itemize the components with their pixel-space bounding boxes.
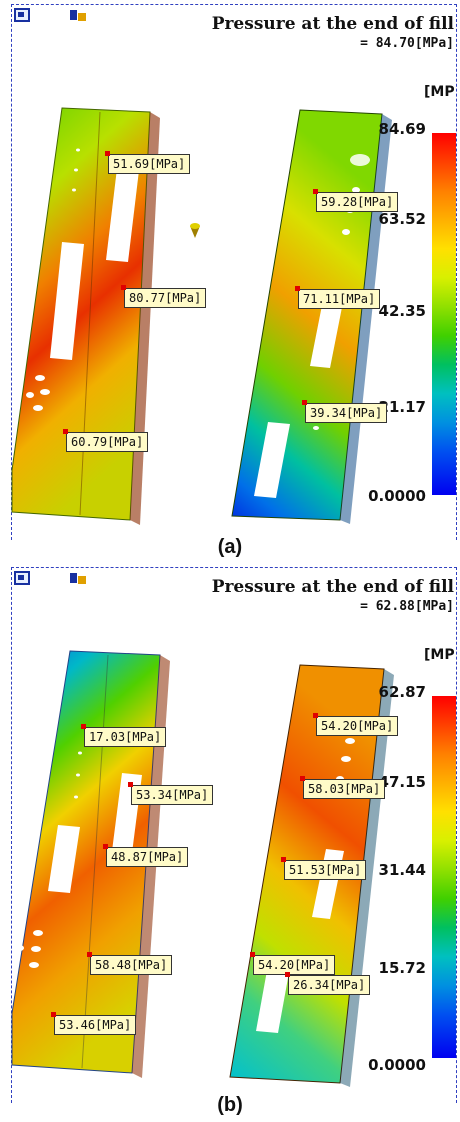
- pressure-probe-label: 80.77[MPa]: [120, 285, 207, 308]
- panel-b: Pressure at the end of fill = 62.88[MPa]…: [0, 563, 460, 1103]
- pressure-probe-label: 58.48[MPa]: [86, 952, 173, 975]
- viewport-frame: [11, 4, 457, 540]
- figure-caption-b: (b): [217, 1094, 243, 1116]
- lock-icon[interactable]: [70, 10, 86, 22]
- result-title: Pressure at the end of fill: [211, 577, 454, 597]
- pressure-probe-label: 54.20[MPa]: [249, 952, 336, 975]
- max-pressure-value: = 62.88[MPa]: [360, 599, 454, 614]
- pressure-probe-label: 26.34[MPa]: [284, 972, 371, 995]
- result-title: Pressure at the end of fill: [211, 14, 454, 34]
- pressure-probe-label: 58.03[MPa]: [299, 776, 386, 799]
- scale-unit: [MP: [424, 647, 455, 663]
- pressure-probe-label: 48.87[MPa]: [102, 844, 189, 867]
- window-icon[interactable]: [14, 571, 30, 585]
- scale-tick-1: 21.17: [378, 398, 426, 416]
- pressure-probe-label: 53.34[MPa]: [127, 782, 214, 805]
- viewport-frame: [11, 567, 457, 1103]
- lock-icon[interactable]: [70, 573, 86, 585]
- pressure-probe-label: 17.03[MPa]: [80, 724, 167, 747]
- scale-tick-max: 62.87: [378, 683, 426, 701]
- color-scale-bar: [432, 133, 456, 495]
- pressure-probe-label: 71.11[MPa]: [294, 286, 381, 309]
- figure-caption-a: (a): [217, 536, 243, 558]
- color-scale-bar: [432, 696, 456, 1058]
- scale-tick-3: 47.15: [378, 773, 426, 791]
- scale-tick-2: 31.44: [378, 861, 426, 879]
- panel-a: Pressure at the end of fill = 84.70[MPa]…: [0, 0, 460, 540]
- pressure-probe-label: 60.79[MPa]: [62, 429, 149, 452]
- window-icon[interactable]: [14, 8, 30, 22]
- scale-tick-max: 84.69: [378, 120, 426, 138]
- pressure-probe-label: 53.46[MPa]: [50, 1012, 137, 1035]
- pressure-probe-label: 51.69[MPa]: [104, 151, 191, 174]
- scale-tick-2: 42.35: [378, 302, 426, 320]
- scale-tick-min: 0.0000: [368, 1056, 426, 1074]
- max-pressure-value: = 84.70[MPa]: [360, 36, 454, 51]
- pressure-probe-label: 39.34[MPa]: [301, 400, 388, 423]
- pressure-probe-label: 59.28[MPa]: [312, 189, 399, 212]
- scale-unit: [MP: [424, 84, 455, 100]
- pressure-probe-label: 54.20[MPa]: [312, 713, 399, 736]
- scale-tick-3: 63.52: [378, 210, 426, 228]
- pressure-probe-label: 51.53[MPa]: [280, 857, 367, 880]
- part-model: [11, 650, 394, 1087]
- scale-tick-min: 0.0000: [368, 487, 426, 505]
- scale-tick-1: 15.72: [378, 959, 426, 977]
